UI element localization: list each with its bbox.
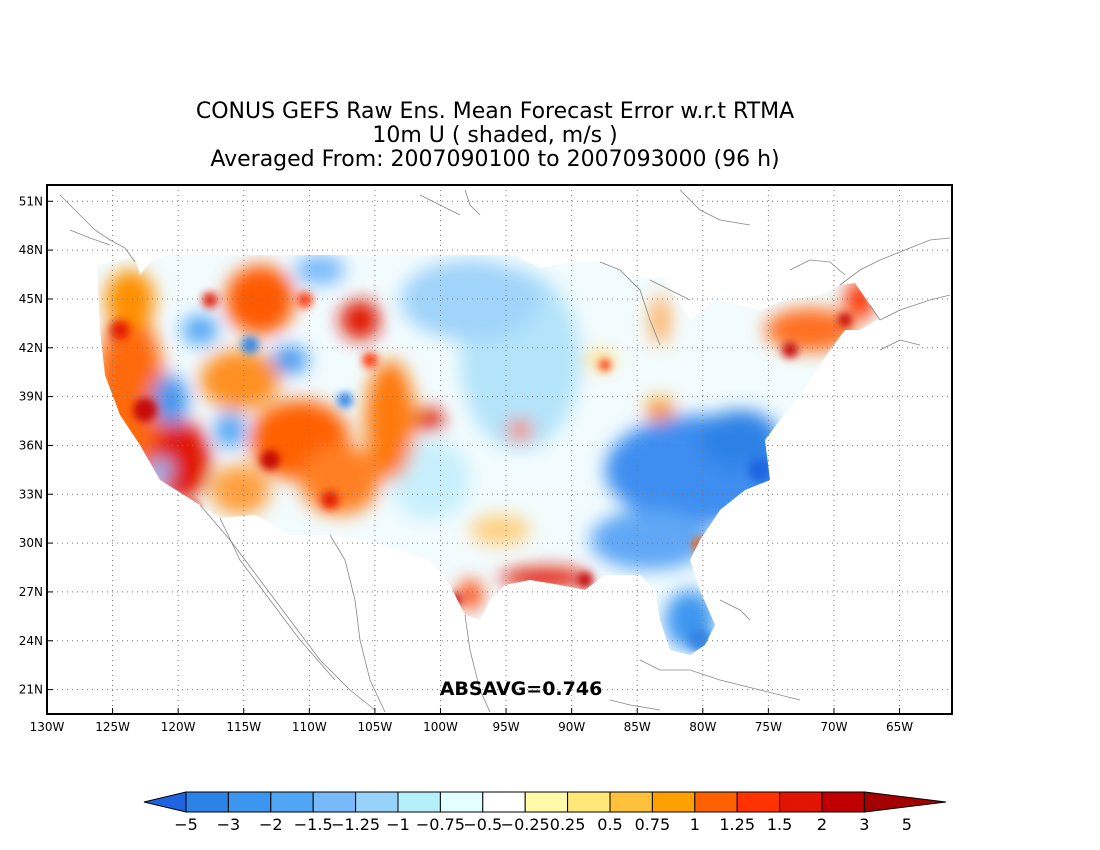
map-title: CONUS GEFS Raw Ens. Mean Forecast Error … xyxy=(0,100,990,172)
colorbar-box xyxy=(185,791,229,813)
lon-tick-label: 75W xyxy=(755,720,782,734)
colorbar-label: −2 xyxy=(259,815,283,834)
colorbar-label: −0.25 xyxy=(501,815,550,834)
lat-tick-label: 30N xyxy=(19,536,43,550)
colorbar-box xyxy=(694,791,738,813)
colorbar-label: 0.75 xyxy=(635,815,671,834)
lat-tick-label: 27N xyxy=(19,585,43,599)
coastlines xyxy=(59,189,951,713)
lat-tick-label: 24N xyxy=(19,634,43,648)
colorbar-label: −1 xyxy=(386,815,410,834)
colorbar-label: 1.5 xyxy=(767,815,792,834)
colorbar-label: 3 xyxy=(859,815,869,834)
colorbar-label: −5 xyxy=(174,815,198,834)
lat-tick-label: 33N xyxy=(19,487,43,501)
lon-tick-label: 115W xyxy=(226,720,261,734)
lon-tick-label: 125W xyxy=(95,720,130,734)
colorbar-box xyxy=(312,791,357,813)
map-frame xyxy=(46,184,953,715)
colorbar-label: −0.5 xyxy=(463,815,502,834)
lat-tick-label: 45N xyxy=(19,292,43,306)
lon-tick-label: 120W xyxy=(161,720,196,734)
colorbar-label: −1.25 xyxy=(331,815,380,834)
lat-tick-label: 51N xyxy=(19,194,43,208)
colorbar-label: −3 xyxy=(217,815,241,834)
colorbar-box xyxy=(821,791,865,813)
colorbar-box xyxy=(482,791,526,813)
colorbar-box xyxy=(439,791,484,813)
title-line-2: 10m U ( shaded, m/s ) xyxy=(372,123,618,148)
lat-tick-label: 21N xyxy=(19,683,43,697)
lon-axis: 130W 125W 120W 115W 110W 105W 100W 95W 90W 85W 80W… xyxy=(30,708,913,734)
colorbar-box xyxy=(397,791,441,813)
lon-tick-label: 70W xyxy=(820,720,847,734)
colorbar-arrow-right xyxy=(863,791,947,813)
colorbar-box xyxy=(609,791,653,813)
colorbar-box xyxy=(736,791,781,813)
lat-tick-label: 39N xyxy=(19,390,43,404)
lon-tick-label: 95W xyxy=(492,720,519,734)
colorbar xyxy=(143,791,947,813)
colorbar-arrow-left xyxy=(143,791,187,813)
title-line-3: Averaged From: 2007090100 to 2007093000 … xyxy=(210,147,780,172)
lon-tick-label: 105W xyxy=(358,720,393,734)
colorbar-label: 2 xyxy=(817,815,827,834)
colorbar-box xyxy=(779,791,823,813)
colorbar-label: 0.5 xyxy=(597,815,622,834)
lat-axis: 51N 48N 45N 42N 39N 36N 33N 30N 27N 24N 21N xyxy=(19,194,53,697)
colorbar-label: 1.25 xyxy=(719,815,755,834)
lon-tick-label: 80W xyxy=(689,720,716,734)
colorbar-box xyxy=(524,791,569,813)
colorbar-label: −1.5 xyxy=(294,815,333,834)
colorbar-label: 5 xyxy=(902,815,912,834)
lon-tick-label: 100W xyxy=(423,720,458,734)
lon-tick-label: 90W xyxy=(558,720,585,734)
absavg-label: ABSAVG=0.746 xyxy=(440,678,603,700)
colorbar-box xyxy=(651,791,696,813)
lat-tick-label: 36N xyxy=(19,438,43,452)
colorbar-box xyxy=(270,791,314,813)
colorbar-label: 0.25 xyxy=(550,815,586,834)
colorbar-labels: −5 −3 −2 −1.5−1.25 −1 −0.75−0.5−0.25 0.25 0.5 0.… xyxy=(174,815,912,834)
colorbar-label: −0.75 xyxy=(416,815,465,834)
colorbar-box xyxy=(227,791,272,813)
lon-tick-label: 85W xyxy=(624,720,651,734)
lon-tick-label: 130W xyxy=(30,720,65,734)
colorbar-label: 1 xyxy=(690,815,700,834)
colorbar-box xyxy=(567,791,611,813)
lon-tick-label: 110W xyxy=(292,720,327,734)
lat-tick-label: 42N xyxy=(19,341,43,355)
map-grid xyxy=(47,185,952,714)
lat-tick-label: 48N xyxy=(19,243,43,257)
colorbar-box xyxy=(355,791,399,813)
lon-tick-label: 65W xyxy=(886,720,913,734)
title-line-1: CONUS GEFS Raw Ens. Mean Forecast Error … xyxy=(195,99,795,124)
